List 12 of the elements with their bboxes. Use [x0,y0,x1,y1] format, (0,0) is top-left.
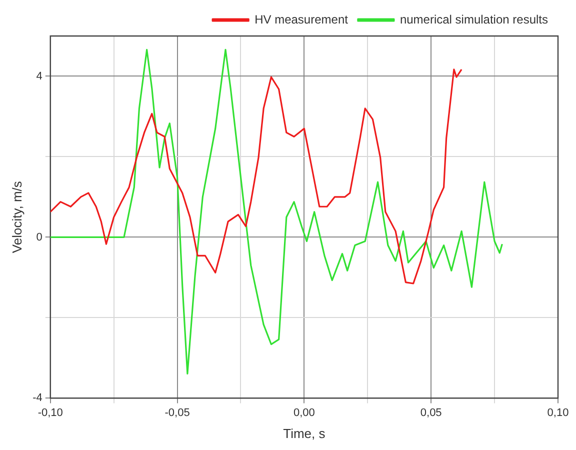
x-tick-label: 0,10 [547,406,569,419]
x-tick-label: 0,05 [420,406,442,419]
x-tick-label: -0,05 [164,406,190,419]
y-tick-label: 4 [36,70,42,82]
y-tick-label: 0 [36,231,42,244]
x-axis-title: Time, s [283,426,326,441]
x-tick-label: 0,00 [293,406,315,419]
y-tick-label: -4 [32,392,42,404]
legend-label: HV measurement [254,12,349,26]
legend-label: numerical simulation results [400,12,548,26]
y-axis-title: Velocity, m/s [9,180,24,254]
x-tick-label: -0,10 [38,406,63,419]
